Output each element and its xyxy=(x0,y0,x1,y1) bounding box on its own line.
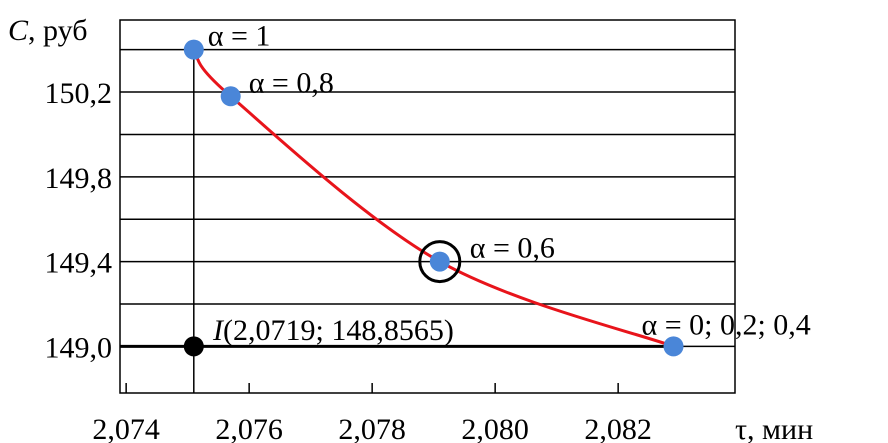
x-axis-ticks xyxy=(125,383,619,393)
y-axis-unit: , руб xyxy=(28,14,87,47)
ideal-point xyxy=(183,336,204,357)
point-label: α = 0,8 xyxy=(249,66,334,99)
tick-labels: 2,074 2,076 2,078 2,080 2,082 149,0 149,4 149,8… xyxy=(45,77,652,443)
x-tick-label: 2,080 xyxy=(461,413,529,443)
x-tick-label: 2,078 xyxy=(338,413,406,443)
y-axis-label: C, руб xyxy=(8,14,88,47)
ideal-point-coords: (2,0719; 148,8565) xyxy=(223,314,454,347)
y-tick-label: 149,0 xyxy=(45,331,113,364)
data-point xyxy=(220,86,241,107)
y-tick-label: 149,4 xyxy=(45,247,113,280)
data-point xyxy=(429,251,450,272)
pareto-curve xyxy=(192,48,675,348)
point-label: α = 0; 0,2; 0,4 xyxy=(642,308,811,341)
point-label: α = 0,6 xyxy=(470,232,555,265)
plot-frame xyxy=(119,19,736,394)
x-axis-label: τ, мин xyxy=(735,413,813,443)
data-point xyxy=(663,336,684,357)
data-point xyxy=(183,39,204,60)
x-tick-label: 2,076 xyxy=(215,413,283,443)
y-tick-label: 150,2 xyxy=(45,77,113,110)
x-tick-label: 2,082 xyxy=(584,413,652,443)
ideal-point-var: I xyxy=(212,314,225,347)
ideal-point-label: I(2,0719; 148,8565) xyxy=(212,314,454,347)
point-label: α = 1 xyxy=(208,20,271,53)
x-tick-label: 2,074 xyxy=(92,413,160,443)
y-tick-label: 149,8 xyxy=(45,162,113,195)
data-points: α = 1 α = 0,8 α = 0,6 α = 0; 0,2; 0,4 xyxy=(183,20,811,357)
y-axis-var: C xyxy=(8,14,29,47)
gridlines xyxy=(120,48,735,348)
highlight-ring xyxy=(418,240,462,284)
